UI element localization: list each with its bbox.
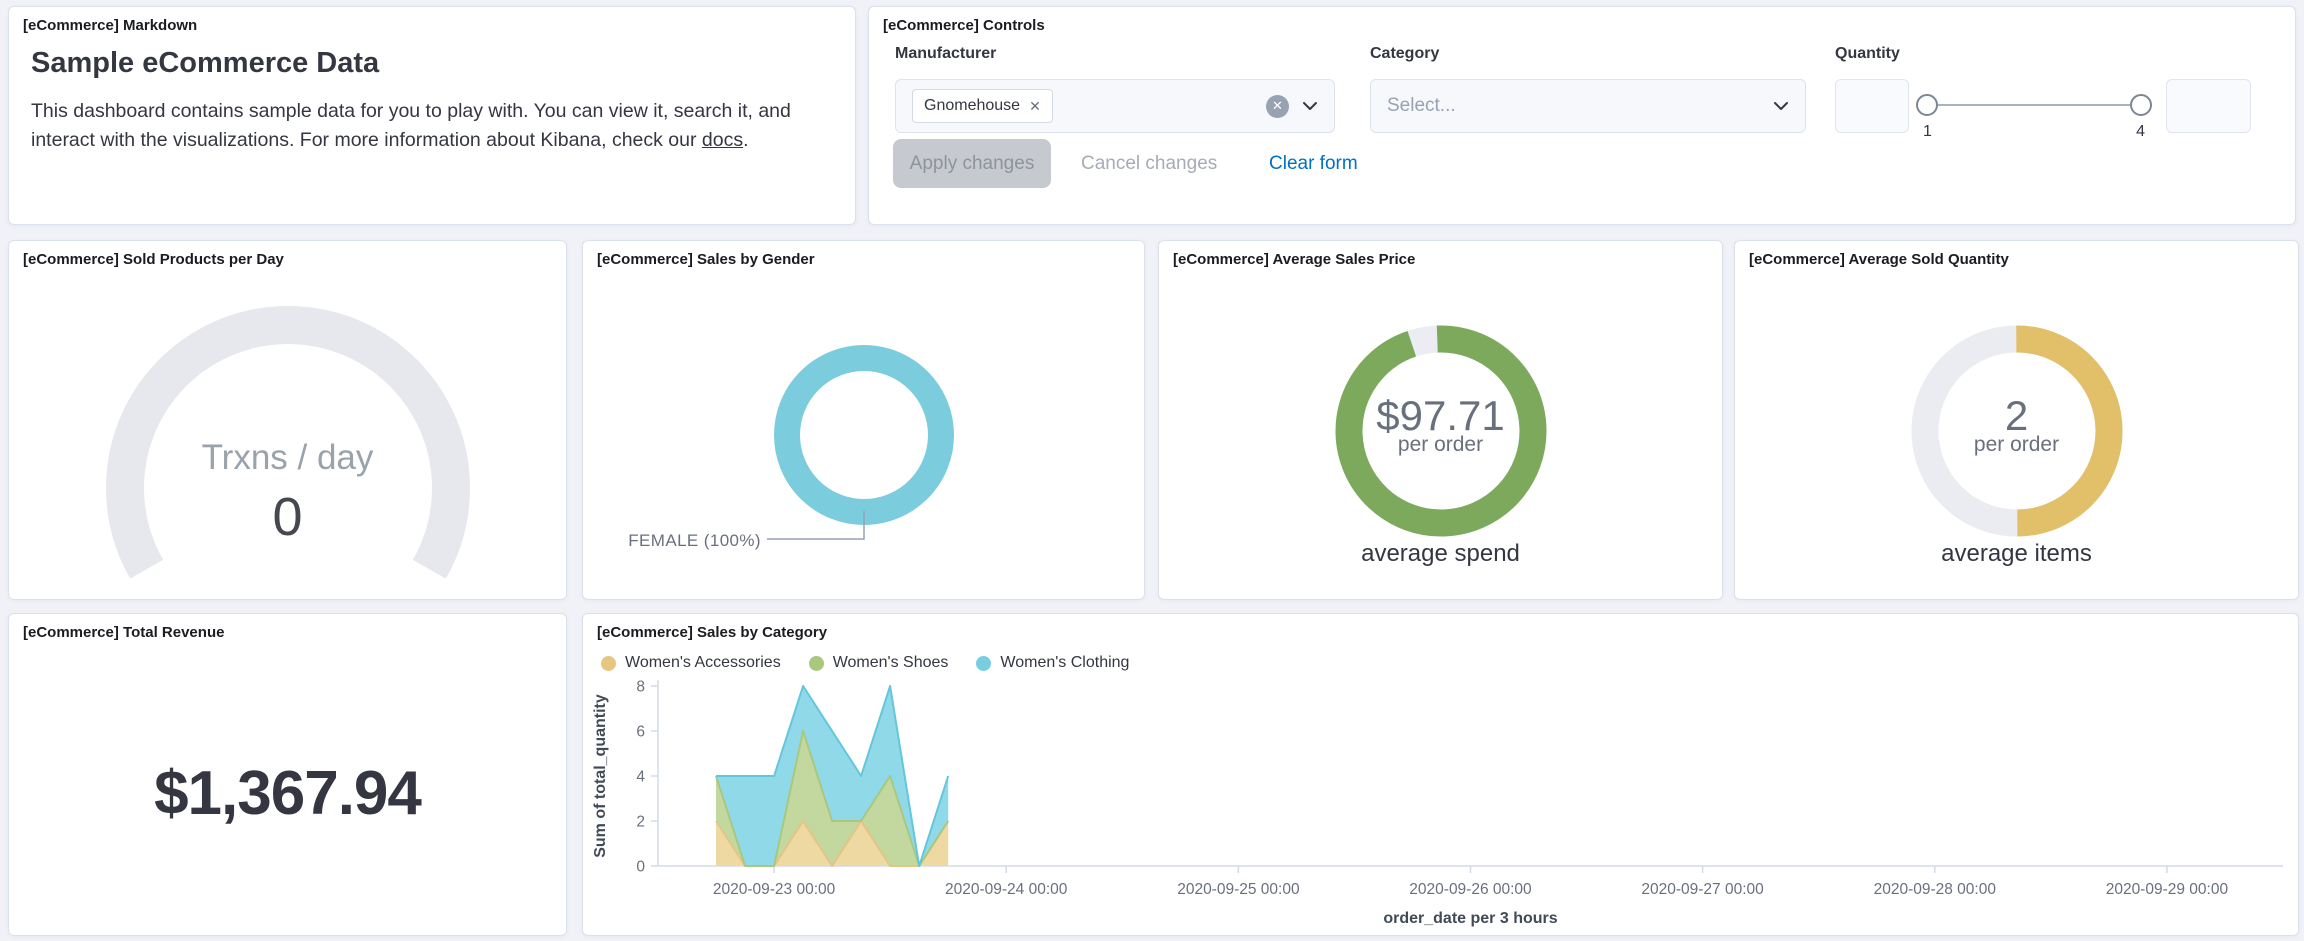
chevron-down-icon[interactable] xyxy=(1773,98,1789,114)
kpi-unit: per order xyxy=(1973,433,2060,456)
svg-text:2020-09-23 00:00: 2020-09-23 00:00 xyxy=(713,881,836,898)
panel-average-sold-quantity: [eCommerce] Average Sold Quantity 2 per … xyxy=(1734,240,2299,600)
kpi-value: 2 xyxy=(2004,392,2029,439)
legend-label: Women's Clothing xyxy=(1000,654,1130,671)
legend-label: Women's Shoes xyxy=(832,654,949,671)
legend-dot xyxy=(808,655,824,671)
markdown-content: Sample eCommerce Data This dashboard con… xyxy=(31,47,843,155)
manufacturer-label: Manufacturer xyxy=(895,45,997,62)
clear-form-button[interactable]: Clear form xyxy=(1269,153,1358,174)
cancel-changes-button[interactable]: Cancel changes xyxy=(1081,153,1218,174)
manufacturer-combobox[interactable]: Gnomehouse ✕ ✕ xyxy=(895,79,1335,133)
legend-dot xyxy=(601,655,616,671)
gauge-chart xyxy=(105,306,470,601)
svg-text:6: 6 xyxy=(636,724,645,741)
legend-item[interactable]: Women's Clothing xyxy=(976,654,1129,672)
quantity-min-input[interactable] xyxy=(1835,79,1909,133)
panel-sales-by-category: [eCommerce] Sales by Category Women's Ac… xyxy=(582,613,2299,936)
svg-text:Sum of total_quantity: Sum of total_quantity xyxy=(592,694,609,858)
quantity-label: Quantity xyxy=(1835,45,1900,62)
slider-max-label: 4 xyxy=(2136,123,2145,140)
tag-label: Gnomehouse xyxy=(924,97,1021,114)
category-placeholder: Select... xyxy=(1387,95,1456,116)
markdown-body-text: This dashboard contains sample data for … xyxy=(31,100,791,151)
panel-title: [eCommerce] Average Sales Price xyxy=(1173,251,1416,268)
svg-text:2020-09-29 00:00: 2020-09-29 00:00 xyxy=(2106,881,2229,898)
price-donut-chart xyxy=(1335,325,1547,537)
panel-sold-products-per-day: [eCommerce] Sold Products per Day Trxns … xyxy=(8,240,567,601)
panel-title: [eCommerce] Controls xyxy=(883,17,1045,34)
docs-link[interactable]: docs xyxy=(701,129,744,151)
svg-text:0: 0 xyxy=(636,859,645,876)
category-control: Category Select... xyxy=(1370,45,1806,133)
panel-controls: [eCommerce] Controls Manufacturer Gnomeh… xyxy=(868,6,2296,225)
svg-text:2020-09-27 00:00: 2020-09-27 00:00 xyxy=(1641,881,1764,898)
slider-track[interactable] xyxy=(1927,104,2141,106)
slider-handle-min[interactable] xyxy=(1916,94,1938,116)
kpi-caption: average items xyxy=(1941,540,2092,567)
gauge-value: 0 xyxy=(272,487,303,547)
chevron-down-icon[interactable] xyxy=(1302,98,1318,114)
svg-text:2020-09-28 00:00: 2020-09-28 00:00 xyxy=(1874,881,1997,898)
slice-label: FEMALE (100%) xyxy=(628,531,761,550)
svg-text:4: 4 xyxy=(636,769,645,786)
panel-sales-by-gender: [eCommerce] Sales by Gender FEMALE (100%… xyxy=(582,240,1145,600)
panel-total-revenue: [eCommerce] Total Revenue $1,367.94 xyxy=(8,613,567,936)
legend-item[interactable]: Women's Accessories xyxy=(601,654,781,672)
panel-title: [eCommerce] Markdown xyxy=(23,17,198,34)
slider-min-label: 1 xyxy=(1923,123,1932,140)
legend-label: Women's Accessories xyxy=(625,654,781,671)
svg-text:8: 8 xyxy=(636,679,645,696)
markdown-body: This dashboard contains sample data for … xyxy=(31,97,843,155)
manufacturer-control: Manufacturer Gnomehouse ✕ ✕ xyxy=(895,45,1335,133)
sales-by-category-chart: 0 2 4 6 8 2020-09-23 00:00 2020-09-24 00:00 202… xyxy=(592,679,2283,927)
apply-changes-button[interactable]: Apply changes xyxy=(893,139,1051,188)
svg-text:2020-09-24 00:00: 2020-09-24 00:00 xyxy=(945,881,1068,898)
manufacturer-selected-tag[interactable]: Gnomehouse ✕ xyxy=(912,89,1053,123)
panel-title: [eCommerce] Total Revenue xyxy=(23,624,225,641)
kpi-value: $97.71 xyxy=(1376,392,1505,439)
quantity-range-slider: 1 4 xyxy=(1916,79,2152,140)
category-label: Category xyxy=(1370,45,1440,62)
panel-average-sales-price: [eCommerce] Average Sales Price $97.71 p… xyxy=(1158,240,1723,600)
chart-legend: Women's Accessories Women's Shoes Women's … xyxy=(601,654,1129,672)
svg-text:2020-09-26 00:00: 2020-09-26 00:00 xyxy=(1409,881,1532,898)
panel-markdown: [eCommerce] Markdown Sample eCommerce Da… xyxy=(8,6,856,225)
total-revenue-value: $1,367.94 xyxy=(154,759,422,828)
kpi-unit: per order xyxy=(1397,433,1484,456)
gauge-label: Trxns / day xyxy=(201,438,374,477)
slider-handle-max[interactable] xyxy=(2130,94,2152,116)
markdown-heading: Sample eCommerce Data xyxy=(31,47,380,79)
svg-text:2020-09-25 00:00: 2020-09-25 00:00 xyxy=(1177,881,1300,898)
panel-title: [eCommerce] Sold Products per Day xyxy=(23,251,284,268)
gender-donut-chart xyxy=(767,345,954,540)
panel-title: [eCommerce] Average Sold Quantity xyxy=(1749,251,2009,268)
panel-title: [eCommerce] Sales by Gender xyxy=(597,251,815,268)
quantity-control: Quantity 1 4 xyxy=(1835,45,2255,140)
svg-text:order_date per 3 hours: order_date per 3 hours xyxy=(1383,910,1557,927)
quantity-donut-chart xyxy=(1911,325,2123,537)
remove-tag-icon[interactable]: ✕ xyxy=(1029,97,1041,114)
category-select[interactable]: Select... xyxy=(1370,79,1806,133)
clear-selection-icon[interactable]: ✕ xyxy=(1266,94,1289,118)
kpi-caption: average spend xyxy=(1361,540,1520,567)
quantity-max-input[interactable] xyxy=(2166,79,2251,133)
markdown-body-suffix: . xyxy=(743,129,749,151)
svg-text:2: 2 xyxy=(636,814,645,831)
legend-dot xyxy=(976,655,992,671)
legend-item[interactable]: Women's Shoes xyxy=(808,654,949,672)
panel-title: [eCommerce] Sales by Category xyxy=(597,624,828,641)
